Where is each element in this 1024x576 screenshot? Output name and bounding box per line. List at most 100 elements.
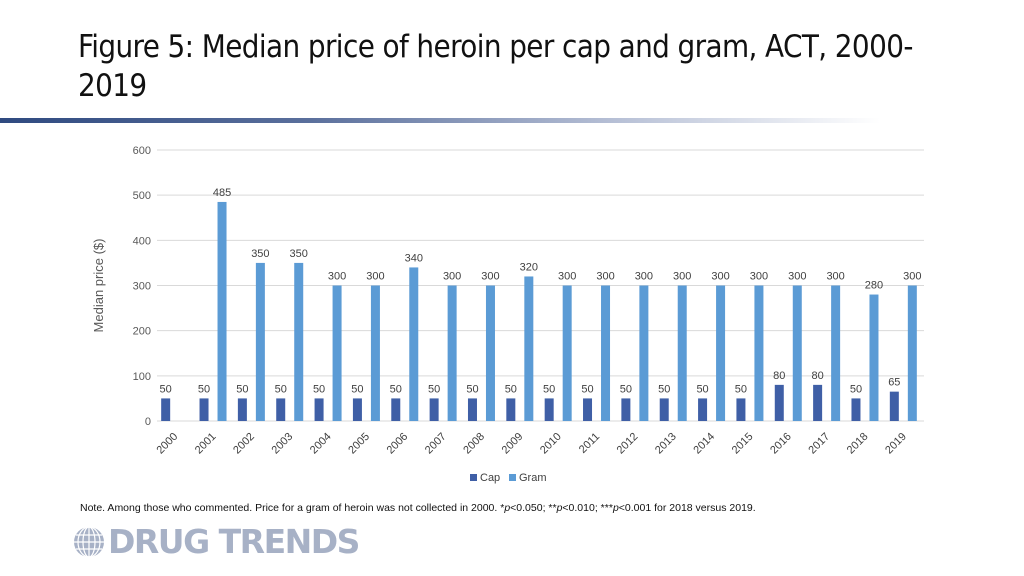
x-tick-label: 2017: [806, 431, 832, 457]
data-label: 50: [850, 383, 862, 395]
page-title: Figure 5: Median price of heroin per cap…: [78, 29, 913, 104]
bar-gram: [792, 285, 802, 421]
data-label: 350: [251, 248, 269, 260]
y-tick-label: 500: [133, 190, 151, 202]
bar-gram: [332, 285, 342, 421]
bar-cap: [467, 398, 477, 421]
title-divider: [0, 118, 880, 123]
x-tick-label: 2004: [308, 431, 334, 457]
data-label: 300: [635, 271, 653, 283]
data-label: 50: [428, 383, 440, 395]
data-label: 300: [750, 271, 768, 283]
bar-cap: [237, 398, 247, 421]
x-tick-label: 2012: [615, 431, 641, 457]
x-tick-label: 2002: [231, 431, 257, 457]
data-label: 340: [405, 252, 423, 264]
chart-note: Note. Among those who commented. Price f…: [80, 502, 756, 514]
bar-cap: [544, 398, 554, 421]
bar-cap: [429, 398, 439, 421]
bar-cap: [621, 398, 631, 421]
y-tick-label: 0: [145, 416, 151, 428]
data-label: 50: [313, 383, 325, 395]
bar-gram: [754, 285, 764, 421]
bar-gram: [907, 285, 917, 421]
data-label: 65: [888, 377, 900, 389]
bar-gram: [562, 285, 572, 421]
x-tick-label: 2009: [500, 431, 526, 457]
bar-cap: [352, 398, 362, 421]
x-tick-label: 2010: [538, 431, 564, 457]
x-tick-label: 2008: [461, 431, 487, 457]
x-tick-label: 2011: [577, 431, 602, 456]
bar-chart: 0 100 200 300 400 500 600 Median price ($) 50 200…: [91, 145, 924, 484]
bar-cap: [391, 398, 401, 421]
data-label: 80: [773, 370, 785, 382]
bar-cap: [736, 398, 746, 421]
x-tick-label: 2007: [423, 431, 449, 457]
bar-cap: [506, 398, 516, 421]
bar-cap: [161, 398, 171, 421]
bar-gram: [869, 294, 879, 421]
bar-cap: [851, 398, 861, 421]
data-label: 300: [596, 271, 614, 283]
x-tick-label: 2016: [768, 431, 794, 457]
data-label: 300: [558, 271, 576, 283]
bar-gram: [409, 267, 419, 421]
data-label: 280: [865, 280, 883, 292]
bar-gram: [677, 285, 687, 421]
y-tick-label: 600: [133, 145, 151, 157]
x-tick-label: 2018: [845, 431, 871, 457]
bar-gram: [447, 285, 457, 421]
x-tick-label: 2019: [883, 431, 909, 457]
data-label: 300: [443, 271, 461, 283]
data-label: 300: [673, 271, 691, 283]
y-tick-label: 100: [133, 371, 151, 383]
x-tick-label: 2014: [691, 431, 717, 457]
bar-gram: [294, 262, 304, 421]
legend-swatch: [509, 474, 516, 481]
data-label: 80: [812, 370, 824, 382]
bar-gram: [716, 285, 726, 421]
data-label: 50: [696, 383, 708, 395]
bar-gram: [831, 285, 841, 421]
bar-gram: [255, 262, 265, 421]
bar-cap: [813, 384, 823, 421]
x-tick-label: 2013: [653, 431, 679, 457]
bar-cap: [659, 398, 669, 421]
x-tick-label: 2015: [730, 431, 756, 457]
data-label: 300: [328, 271, 346, 283]
data-label: 50: [735, 383, 747, 395]
y-tick-label: 400: [133, 235, 151, 247]
bar-gram: [217, 201, 227, 421]
y-tick-label: 200: [133, 326, 151, 338]
data-label: 300: [826, 271, 844, 283]
data-label: 50: [160, 383, 172, 395]
x-tick-label: 2006: [385, 431, 411, 457]
legend-label: Gram: [519, 472, 547, 484]
x-tick-label: 2005: [346, 431, 372, 457]
x-tick-label: 2000: [154, 431, 180, 457]
data-label: 50: [543, 383, 555, 395]
bar-cap: [583, 398, 593, 421]
bar-cap: [889, 391, 899, 421]
data-label: 50: [620, 383, 632, 395]
data-label: 50: [390, 383, 402, 395]
data-label: 50: [198, 383, 210, 395]
bar-gram: [639, 285, 649, 421]
bar-cap: [314, 398, 324, 421]
bar-cap: [774, 384, 784, 421]
bar-gram: [524, 276, 534, 421]
globe-icon: [74, 526, 104, 558]
bar-cap: [199, 398, 209, 421]
bar-gram: [370, 285, 380, 421]
data-label: 300: [711, 271, 729, 283]
logo-text: DRUG TRENDS: [108, 522, 360, 561]
bar-cap: [698, 398, 708, 421]
legend-swatch: [470, 474, 477, 481]
legend-label: Cap: [480, 472, 500, 484]
data-label: 50: [466, 383, 478, 395]
data-label: 50: [505, 383, 517, 395]
data-label: 300: [903, 271, 921, 283]
data-label: 50: [351, 383, 363, 395]
data-label: 50: [658, 383, 670, 395]
